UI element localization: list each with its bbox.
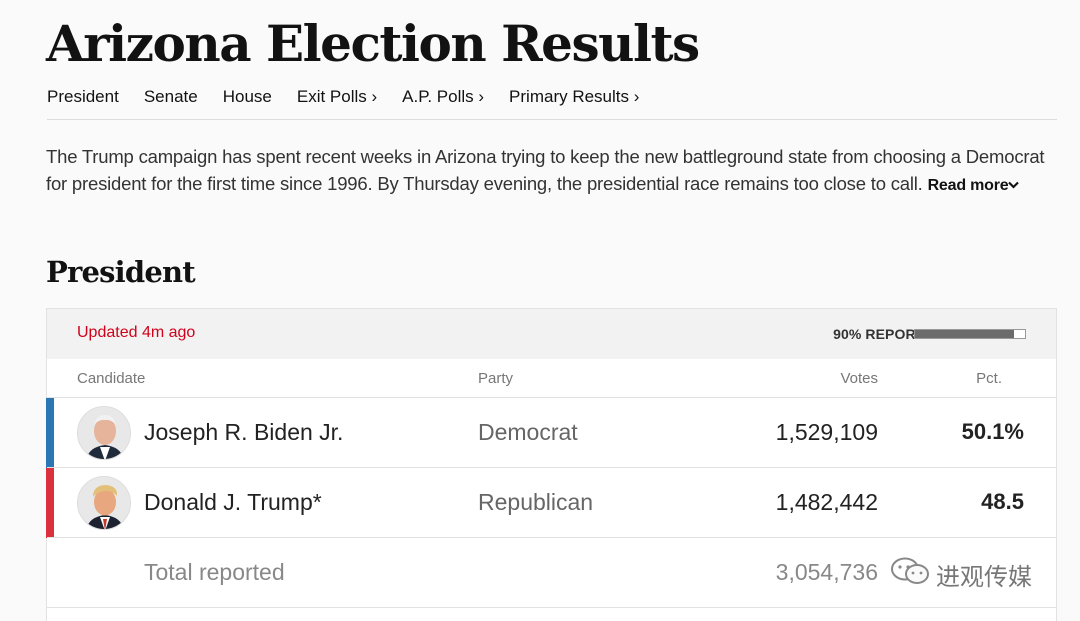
nav-primary-results[interactable]: Primary Results › [509, 87, 640, 106]
column-header-party: Party [478, 370, 514, 387]
nav-exit-polls[interactable]: Exit Polls › [296, 87, 378, 106]
total-label: Total reported [144, 559, 285, 585]
section-nav: President Senate House Exit Polls › A.P.… [47, 84, 1057, 120]
candidate-avatar [77, 406, 131, 460]
wechat-icon [890, 556, 930, 592]
nav-house[interactable]: House [222, 87, 272, 106]
nav-president[interactable]: President [47, 87, 119, 106]
candidate-party: Democrat [478, 419, 578, 445]
reported-progress-bar [914, 329, 1026, 339]
section-title: President [46, 255, 196, 289]
updated-timestamp: Updated 4m ago [77, 324, 196, 341]
intro-paragraph: The Trump campaign has spent recent week… [46, 143, 1060, 200]
watermark-text: 进观传媒 [936, 562, 1032, 591]
chevron-down-icon [1008, 172, 1020, 199]
candidate-name: Donald J. Trump* [144, 489, 322, 515]
candidate-party: Republican [478, 489, 594, 515]
total-votes: 3,054,736 [775, 559, 878, 585]
read-more-link[interactable]: Read more [928, 177, 1020, 194]
watermark: 进观传媒 [890, 557, 1032, 591]
page-title: Arizona Election Results [46, 14, 700, 73]
column-header-votes: Votes [840, 370, 878, 387]
nav-senate[interactable]: Senate [143, 87, 198, 106]
candidate-pct: 50.1% [961, 419, 1024, 444]
intro-text: The Trump campaign has spent recent week… [46, 146, 1045, 194]
candidate-row-trump: Donald J. Trump* Republican 1,482,442 48… [46, 467, 1056, 538]
column-header-pct: Pct. [976, 370, 1002, 387]
results-header: Updated 4m ago 90% REPORTED [47, 309, 1056, 359]
party-color-bar [46, 398, 54, 468]
reported-progress-fill [915, 330, 1014, 338]
total-row: Total reported 3,054,736 [47, 537, 1056, 607]
results-table: Updated 4m ago 90% REPORTED Candidate Pa… [46, 308, 1057, 621]
party-color-bar [46, 468, 54, 538]
table-row [47, 607, 1056, 621]
nav-ap-polls[interactable]: A.P. Polls › [402, 87, 485, 106]
candidate-pct: 48.5 [981, 489, 1024, 514]
candidate-name: Joseph R. Biden Jr. [144, 419, 344, 445]
candidate-row-biden: Joseph R. Biden Jr. Democrat 1,529,109 5… [46, 397, 1056, 468]
candidate-votes: 1,482,442 [775, 489, 878, 515]
candidate-avatar [77, 476, 131, 530]
candidate-votes: 1,529,109 [775, 419, 878, 445]
read-more-label: Read more [927, 177, 1009, 194]
column-header-candidate: Candidate [77, 370, 146, 387]
